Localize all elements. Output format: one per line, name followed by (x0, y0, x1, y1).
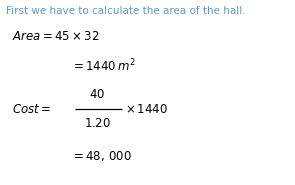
Text: $\mathit{Area} = 45 \times 32$: $\mathit{Area} = 45 \times 32$ (12, 31, 99, 43)
Text: $40$: $40$ (89, 88, 105, 101)
Text: $\times\,1440$: $\times\,1440$ (125, 103, 168, 116)
Text: $= 1440\,m^2$: $= 1440\,m^2$ (71, 57, 135, 74)
Text: $\mathit{Cost} =$: $\mathit{Cost} =$ (12, 103, 51, 116)
Text: $= 48,\,000$: $= 48,\,000$ (71, 149, 132, 163)
Text: $1.20$: $1.20$ (84, 117, 111, 130)
Text: First we have to calculate the area of the hall.: First we have to calculate the area of t… (6, 6, 245, 16)
